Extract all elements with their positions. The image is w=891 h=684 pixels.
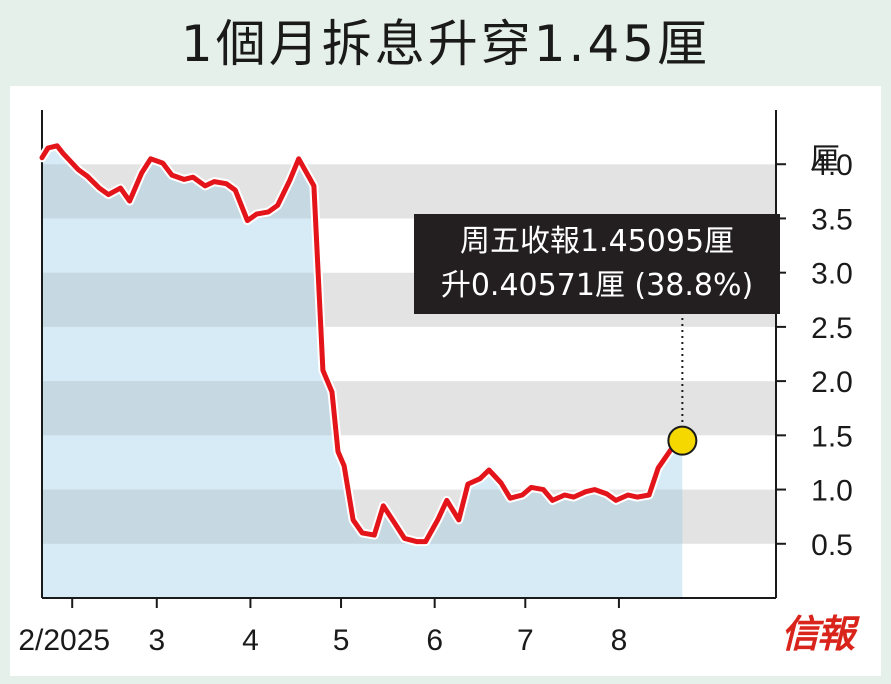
y-axis-unit: 厘 bbox=[810, 142, 840, 177]
x-tick-label: 3 bbox=[148, 624, 165, 657]
chart-panel: 0.5 1.0 1.5 2.0 2.5 3.0 3.5 4.0 2/2025 3 4 5 6 7 8 厘 … bbox=[10, 86, 881, 676]
y-tick-label: 3.5 bbox=[811, 203, 853, 236]
x-tick-label: 7 bbox=[517, 624, 534, 657]
x-tick-label: 4 bbox=[242, 624, 259, 657]
y-tick-label: 2.5 bbox=[811, 312, 853, 345]
x-tick-label: 5 bbox=[333, 624, 350, 657]
y-tick-label: 0.5 bbox=[811, 529, 853, 562]
y-tick-label: 3.0 bbox=[811, 258, 853, 291]
xinbao-logo: 信報 bbox=[780, 611, 855, 656]
x-tick-label: 2/2025 bbox=[18, 624, 110, 657]
frame-layer bbox=[41, 110, 777, 599]
y-tick-label: 2.0 bbox=[811, 366, 853, 399]
line-chart: 0.5 1.0 1.5 2.0 2.5 3.0 3.5 4.0 2/2025 3 4 5 6 7 8 厘 bbox=[18, 110, 853, 657]
x-tick-layer: 2/2025 3 4 5 6 7 8 bbox=[18, 598, 627, 657]
y-tick-label: 4.0 bbox=[811, 149, 853, 182]
series-layer bbox=[37, 141, 698, 547]
latest-value-marker bbox=[667, 425, 698, 456]
y-tick-layer: 0.5 1.0 1.5 2.0 2.5 3.0 3.5 4.0 bbox=[776, 149, 853, 562]
y-tick-label: 1.0 bbox=[811, 475, 853, 508]
x-tick-label: 8 bbox=[611, 624, 628, 657]
y-band bbox=[42, 110, 776, 165]
chart-title: 1個月拆息升穿1.45厘 bbox=[180, 15, 711, 73]
x-tick-label: 6 bbox=[426, 624, 443, 657]
annotation-line-2: 升0.40571厘 (38.8%) bbox=[440, 268, 754, 303]
annotation-line-1: 周五收報1.45095厘 bbox=[459, 224, 735, 259]
annotation-box: 周五收報1.45095厘 升0.40571厘 (38.8%) bbox=[414, 214, 780, 314]
y-tick-label: 1.5 bbox=[811, 420, 853, 453]
